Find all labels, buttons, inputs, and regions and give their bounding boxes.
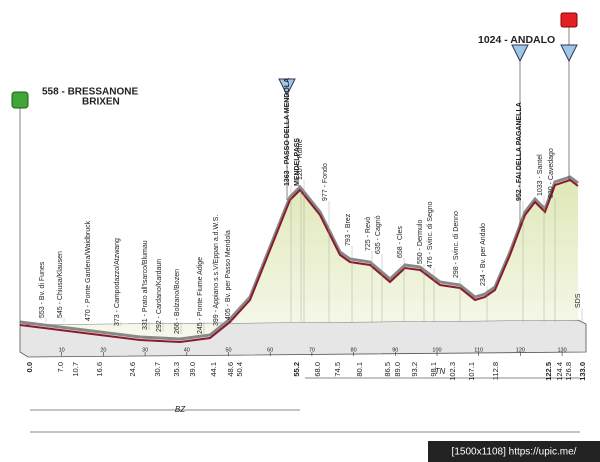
km-label: 24.6 [128, 362, 137, 377]
km-label: 16.6 [95, 362, 104, 377]
place-label: 1363 - PASSO DELLA MENDOLA [284, 78, 291, 186]
region-label: BZ [175, 405, 186, 414]
scale-tick-label: 120 [516, 347, 525, 353]
place-label: 298 - Svinc. di Denno [453, 211, 460, 278]
km-label: 86.5 [383, 362, 392, 377]
place-label: 399 - Appiano s.s.V/Eppan a.d.W.S. [213, 215, 220, 326]
km-label: 93.2 [410, 362, 419, 377]
km-label: 10.7 [71, 362, 80, 377]
finish-icon [560, 12, 578, 28]
watermark: [1500x1108] https://upic.me/ [452, 447, 577, 458]
km-label: 0.0 [25, 362, 34, 372]
km-label: 126.8 [564, 362, 573, 381]
place-label: 470 - Ponte Gardena/Waidbruck [85, 220, 92, 321]
km-label: 48.6 [226, 362, 235, 377]
scale-tick-label: 20 [100, 347, 106, 353]
scale-tick-label: 50 [225, 347, 231, 353]
place-label: 234 - Bv. per Andalo [480, 223, 487, 286]
gpm-icon [278, 78, 296, 97]
profile-area [20, 180, 578, 342]
scale-tick-label: 10 [59, 347, 65, 353]
scale-tick-label: 90 [392, 347, 398, 353]
km-label: 74.5 [333, 362, 342, 377]
km-label: 39.0 [188, 362, 197, 377]
km-label: 50.4 [235, 362, 244, 377]
place-label: MENDELPASS [294, 138, 301, 186]
start-icon [11, 91, 29, 109]
place-label: SDS [575, 293, 582, 308]
scale-tick-label: 110 [474, 347, 483, 353]
km-label: 133.0 [578, 362, 587, 381]
gpm-icon [511, 44, 529, 63]
place-label: 793 - Brez [345, 213, 352, 246]
place-label: 245 - Ponte Fiume Adige [197, 257, 204, 334]
km-label: 102.3 [448, 362, 457, 381]
watermark-box [428, 441, 600, 462]
place-label: 658 - Cles [397, 226, 404, 258]
place-label: 373 - Campodazzo/Atzwang [114, 238, 121, 326]
place-label: 266 - Bolzano/Bozen [174, 269, 181, 334]
place-label: 977 - Fondo [322, 163, 329, 201]
km-label: 55.2 [292, 362, 301, 377]
place-label: 1207 - Ruffrè [297, 139, 304, 180]
region-label: TN [435, 367, 446, 376]
km-label: 124.4 [555, 362, 564, 381]
km-label: 7.0 [56, 362, 65, 372]
scale-tick-label: 130 [558, 347, 567, 353]
scale-tick-label: 60 [267, 347, 273, 353]
gpm-icon [560, 44, 578, 63]
km-label: 68.0 [313, 362, 322, 377]
place-label: 545 - Chiusa/Klausen [57, 251, 64, 318]
km-label: 35.3 [172, 362, 181, 377]
km-label: 98.1 [429, 362, 438, 377]
start-subtitle: BRIXEN [82, 97, 120, 108]
place-label: 952 - FAI DELLA PAGANELLA [516, 102, 523, 201]
km-label: 44.1 [209, 362, 218, 377]
km-label: 107.1 [467, 362, 476, 381]
profile-line [19, 178, 579, 344]
start-title: 558 - BRESSANONE [42, 87, 138, 98]
place-label: 476 - Svinc. di Segno [427, 201, 434, 268]
place-label: 553 - Bv. di Funes [39, 261, 46, 318]
km-label: 122.5 [544, 362, 553, 381]
place-label: 1033 - Santel [537, 154, 544, 196]
km-label: 112.8 [491, 362, 500, 380]
scale-tick-label: 100 [432, 347, 441, 353]
km-label: 80.1 [355, 362, 364, 377]
finish-title: 1024 - ANDALO [478, 34, 555, 46]
scale-tick-label: 40 [184, 347, 190, 353]
scale-tick-label: 80 [351, 347, 357, 353]
km-label: 89.0 [393, 362, 402, 377]
place-label: 830 - Cavedago [548, 148, 555, 198]
place-label: 635 - Cagnò [375, 215, 382, 254]
place-label: 405 - Bv. per Passo Mendola [225, 230, 232, 320]
place-label: 725 - Revò [365, 217, 372, 251]
place-label: 331 - Prato all'Isarco/Blumau [142, 240, 149, 330]
place-label: 550 - Dermulo [417, 220, 424, 264]
scale-tick-label: 30 [142, 347, 148, 353]
profile-shadow [19, 175, 579, 341]
place-label: 292 - Cardano/Kardaun [156, 259, 163, 332]
km-label: 30.7 [153, 362, 162, 377]
scale-tick-label: 70 [309, 347, 315, 353]
